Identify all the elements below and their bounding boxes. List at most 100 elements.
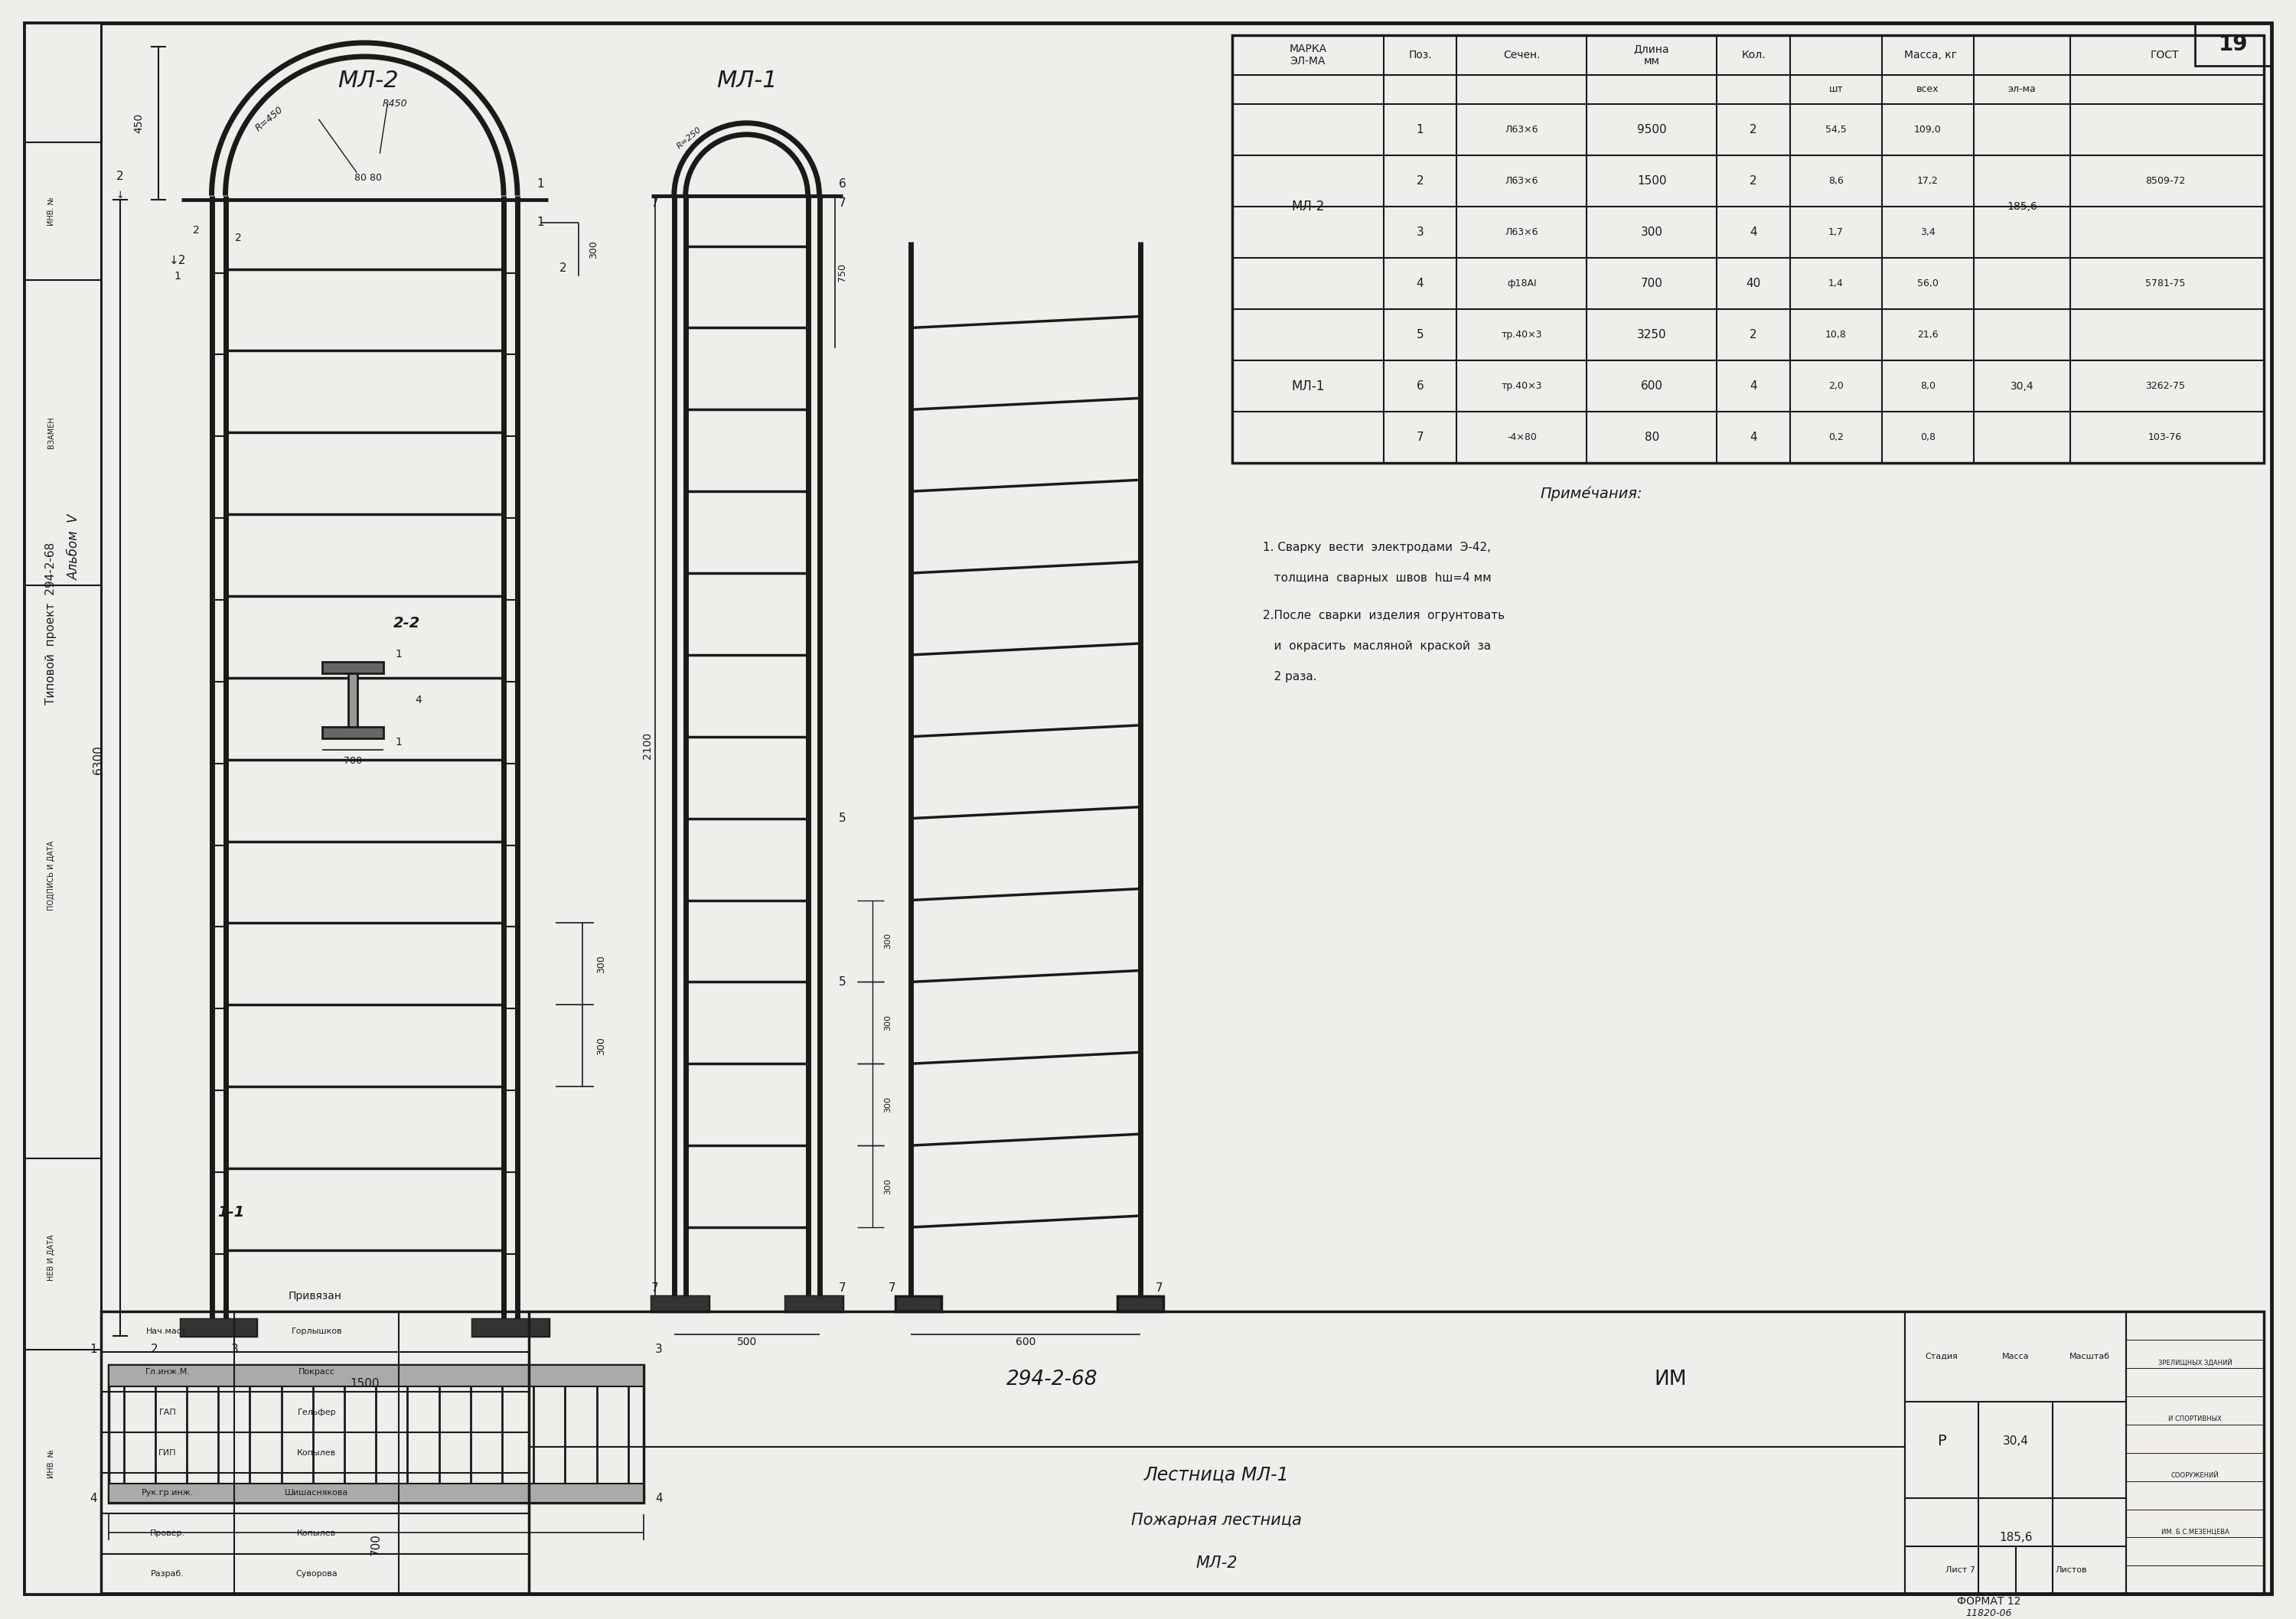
Text: 3: 3: [654, 1344, 664, 1355]
Text: 1. Сварку  вести  электродами  Э-42,: 1. Сварку вести электродами Э-42,: [1263, 541, 1490, 552]
Bar: [652, 1297, 709, 1311]
Bar: [101, 1311, 2264, 1595]
Text: Поз.: Поз.: [1407, 50, 1433, 60]
Text: 294-2-68: 294-2-68: [1006, 1370, 1097, 1389]
Text: 1: 1: [537, 217, 544, 228]
Text: 3: 3: [232, 1344, 239, 1355]
Text: Листов: Листов: [2055, 1566, 2087, 1574]
Text: 19: 19: [2218, 34, 2248, 55]
Bar: [181, 1319, 257, 1336]
Text: 2-2: 2-2: [393, 617, 420, 631]
Text: Пожарная лестница: Пожарная лестница: [1132, 1512, 1302, 1528]
Text: 7: 7: [889, 1282, 895, 1294]
Text: ЗРЕЛИЩНЫХ ЗДАНИЙ: ЗРЕЛИЩНЫХ ЗДАНИЙ: [2158, 1358, 2232, 1366]
Text: 750: 750: [838, 262, 847, 282]
Text: 3262-75: 3262-75: [2144, 380, 2186, 392]
Text: 3: 3: [1417, 227, 1424, 238]
Text: 5: 5: [838, 813, 845, 824]
Text: 5: 5: [838, 976, 845, 988]
Text: 4: 4: [654, 1493, 664, 1504]
Text: И СПОРТИВНЫХ: И СПОРТИВНЫХ: [2167, 1415, 2223, 1421]
Text: Типовой  проект  294-2-68: Типовой проект 294-2-68: [46, 542, 57, 704]
Text: и  окрасить  масляной  краской  за: и окрасить масляной краской за: [1263, 641, 1490, 652]
Text: МЛ-2: МЛ-2: [1290, 199, 1325, 214]
Text: 2: 2: [1750, 123, 1756, 136]
Text: 2100: 2100: [643, 732, 652, 759]
Text: 300: 300: [588, 240, 599, 259]
Text: 1: 1: [537, 178, 544, 189]
Text: МАРКА
ЭЛ-МА: МАРКА ЭЛ-МА: [1288, 44, 1327, 66]
Text: ГАП: ГАП: [158, 1409, 177, 1417]
Text: 3,4: 3,4: [1919, 227, 1936, 236]
Text: 185,6: 185,6: [2007, 201, 2037, 212]
Text: 300: 300: [884, 1096, 891, 1112]
Text: 1: 1: [174, 270, 181, 282]
Text: 11820-06: 11820-06: [1965, 1608, 2011, 1617]
Text: Л63×6: Л63×6: [1506, 125, 1538, 134]
Text: 2.После  сварки  изделия  огрунтовать: 2.После сварки изделия огрунтовать: [1263, 610, 1504, 622]
Text: 7: 7: [838, 198, 845, 209]
Text: 1: 1: [395, 737, 402, 748]
Text: тр.40×3: тр.40×3: [1502, 380, 1543, 392]
Bar: [895, 1297, 941, 1311]
Text: Масштаб: Масштаб: [2069, 1353, 2110, 1360]
Text: Суворова: Суворова: [296, 1570, 338, 1577]
Text: 2: 2: [560, 262, 567, 274]
Text: 1: 1: [1417, 123, 1424, 136]
Bar: [2126, 1311, 2264, 1595]
Text: 56,0: 56,0: [1917, 278, 1938, 288]
Text: Приме́чания:: Приме́чания:: [1541, 486, 1642, 502]
Text: ИНВ. №: ИНВ. №: [48, 1449, 55, 1478]
Text: 300: 300: [597, 1036, 606, 1056]
Text: 40: 40: [1745, 278, 1761, 290]
Text: ф18АI: ф18АI: [1506, 278, 1536, 288]
Text: Л63×6: Л63×6: [1506, 227, 1538, 236]
Bar: [108, 1365, 643, 1386]
Text: 5781-75: 5781-75: [2144, 278, 2186, 288]
Text: 300: 300: [884, 1015, 891, 1031]
Text: тр.40×3: тр.40×3: [1502, 330, 1543, 340]
Text: 700: 700: [370, 1533, 381, 1556]
Text: 2,0: 2,0: [1828, 380, 1844, 392]
Text: Альбом  V: Альбом V: [67, 515, 80, 580]
Text: 4: 4: [1750, 380, 1756, 392]
Text: 600: 600: [1015, 1337, 1035, 1347]
Text: Масса: Масса: [2002, 1353, 2030, 1360]
Text: Р: Р: [1938, 1434, 1947, 1449]
Text: ИМ: ИМ: [1655, 1370, 1688, 1389]
Text: 1500: 1500: [349, 1378, 379, 1389]
Text: Привязан: Привязан: [287, 1290, 342, 1302]
Text: 103-76: 103-76: [2149, 432, 2181, 442]
Bar: [321, 662, 383, 674]
Text: 4: 4: [90, 1493, 96, 1504]
Bar: [25, 23, 101, 1595]
Text: 1,4: 1,4: [1828, 278, 1844, 288]
Text: 4: 4: [1750, 432, 1756, 444]
Bar: [1118, 1297, 1164, 1311]
Text: 700: 700: [344, 756, 363, 766]
Text: R450: R450: [383, 99, 409, 108]
Text: 2: 2: [193, 225, 200, 235]
Text: 7: 7: [652, 198, 659, 209]
Text: 600: 600: [1642, 380, 1662, 392]
Text: ПОДПИСЬ И ДАТА: ПОДПИСЬ И ДАТА: [48, 840, 55, 910]
Bar: [108, 1365, 643, 1502]
Text: 30,4: 30,4: [2002, 1436, 2030, 1447]
Text: Масса, кг: Масса, кг: [1903, 50, 1956, 60]
Text: ГИП: ГИП: [158, 1449, 177, 1457]
Text: ГОСТ: ГОСТ: [2151, 50, 2179, 60]
Text: 7: 7: [652, 1282, 659, 1294]
Text: R=250: R=250: [675, 126, 703, 151]
Text: Рук.гр.инж.: Рук.гр.инж.: [142, 1489, 193, 1498]
Text: 500: 500: [737, 1337, 758, 1347]
Text: 2: 2: [1750, 329, 1756, 340]
Text: -4×80: -4×80: [1506, 432, 1536, 442]
Text: Шишаснякова: Шишаснякова: [285, 1489, 349, 1498]
Text: Гл.инж.М.: Гл.инж.М.: [145, 1368, 191, 1376]
Text: Длина
мм: Длина мм: [1635, 44, 1669, 66]
Text: ВЗАМЕН: ВЗАМЕН: [48, 416, 55, 448]
Text: 109,0: 109,0: [1915, 125, 1942, 134]
Text: НЕВ И ДАТА: НЕВ И ДАТА: [48, 1235, 55, 1281]
Text: 4: 4: [1750, 227, 1756, 238]
Text: 1-1: 1-1: [218, 1205, 243, 1219]
